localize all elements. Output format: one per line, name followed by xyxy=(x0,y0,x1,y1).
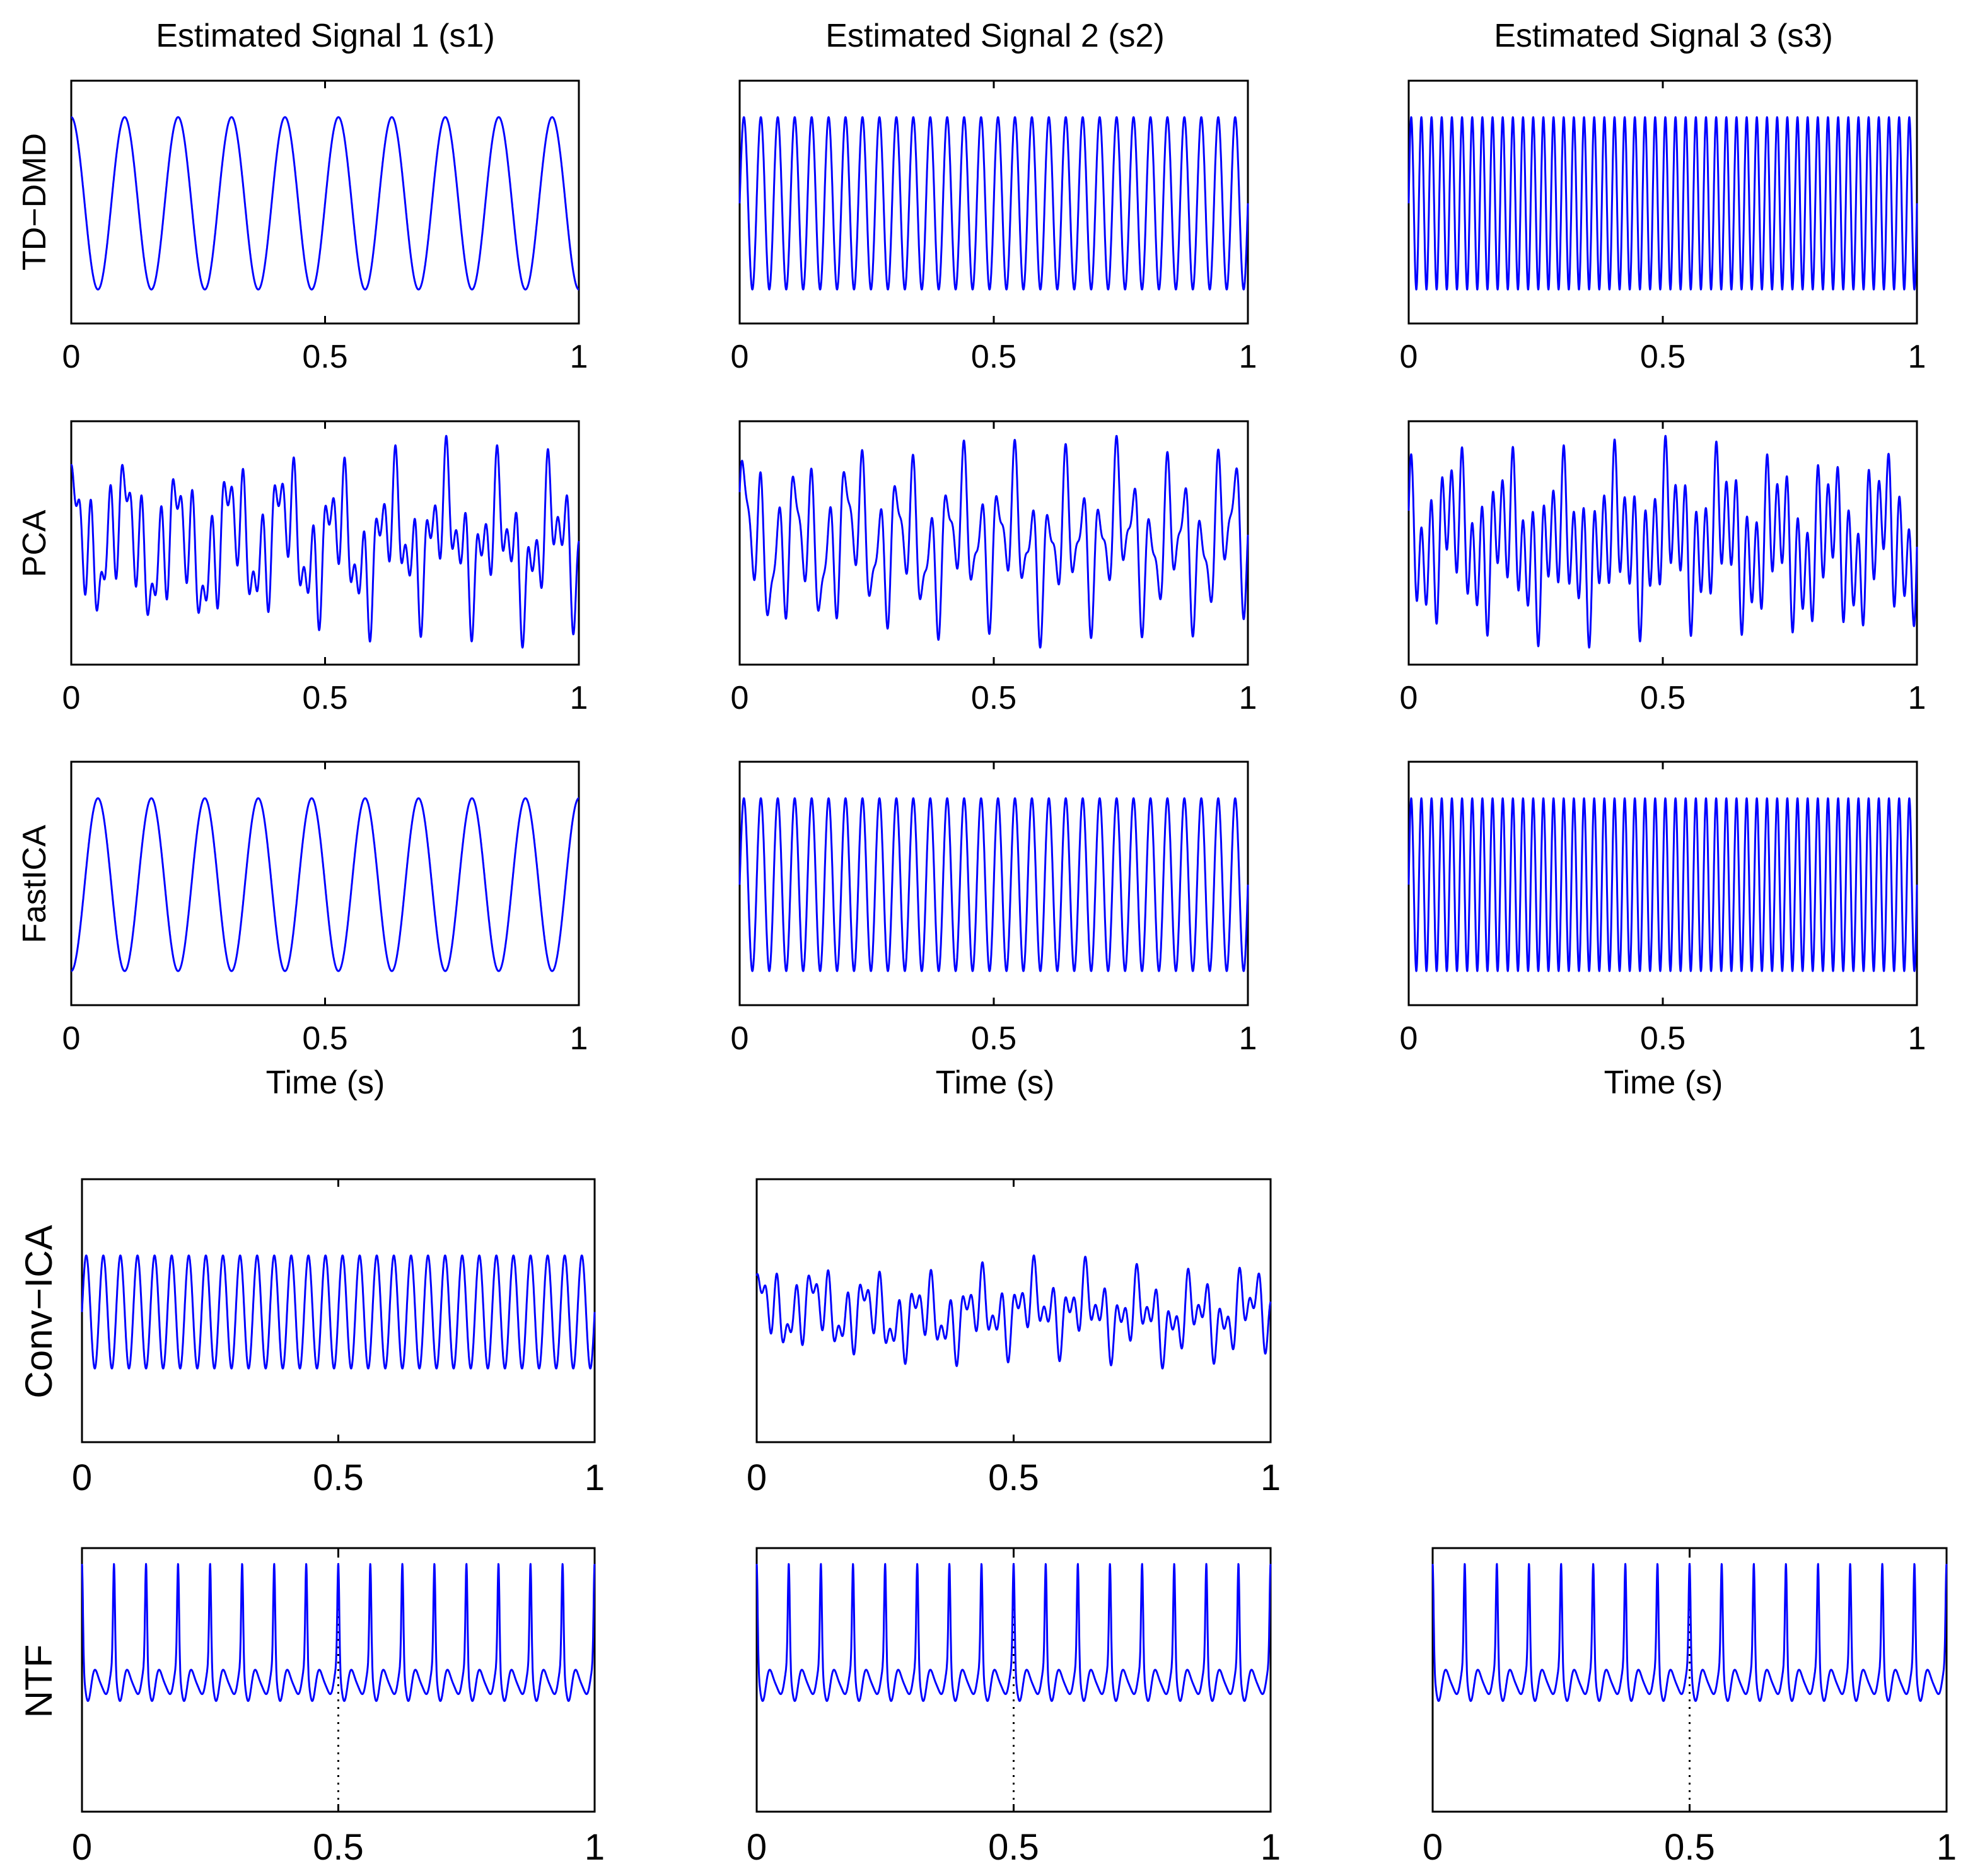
x-tick-label: 0.5 xyxy=(302,1020,347,1057)
x-tick-label: 0 xyxy=(1400,1020,1418,1057)
panel-1: 0 0.5 1 xyxy=(62,79,588,375)
x-tick-label: 0.5 xyxy=(971,680,1016,716)
panel-12: 0 0.5 1 xyxy=(72,1547,605,1868)
x-tick-label: 1 xyxy=(570,339,588,375)
x-tick-label: 0.5 xyxy=(971,1020,1016,1057)
row-label-ntf: NTF xyxy=(18,1645,60,1718)
x-tick-label: 0.5 xyxy=(1640,680,1686,716)
x-tick-label: 1 xyxy=(1936,1827,1957,1868)
x-tick-label: 1 xyxy=(585,1827,605,1868)
x-tick-label: 0 xyxy=(731,680,749,716)
x-axis-label-s3: Time (s) xyxy=(1604,1064,1723,1101)
row-label-conv-ica: Conv−ICA xyxy=(18,1225,60,1398)
x-tick-label: 1 xyxy=(1239,1020,1257,1057)
signal-line xyxy=(70,434,580,649)
x-tick-label: 0 xyxy=(72,1827,92,1868)
x-tick-label: 1 xyxy=(570,1020,588,1057)
column-title-s2: Estimated Signal 2 (s2) xyxy=(825,18,1165,54)
signal-line xyxy=(1407,797,1918,972)
panel-11: 0 0.5 1 xyxy=(747,1178,1281,1498)
x-tick-label: 1 xyxy=(1908,1020,1926,1057)
x-tick-label: 0 xyxy=(1400,339,1418,375)
column-title-s3: Estimated Signal 3 (s3) xyxy=(1494,18,1833,54)
panel-14: 0 0.5 1 xyxy=(1423,1547,1957,1868)
x-tick-label: 0 xyxy=(62,1020,81,1057)
x-tick-label: 1 xyxy=(1261,1457,1281,1498)
x-tick-label: 0.5 xyxy=(302,680,347,716)
panel-3: 0 0.5 1 xyxy=(1400,79,1926,375)
x-tick-label: 0.5 xyxy=(971,339,1016,375)
panel-9: 0 0.5 1 xyxy=(1400,760,1926,1057)
panel-4: 0 0.5 1 xyxy=(62,420,588,716)
x-tick-label: 0 xyxy=(747,1457,767,1498)
x-tick-label: 0.5 xyxy=(1640,1020,1686,1057)
x-tick-label: 0 xyxy=(731,1020,749,1057)
x-tick-label: 0 xyxy=(731,339,749,375)
x-axis-label-s2: Time (s) xyxy=(936,1064,1055,1101)
x-tick-label: 0.5 xyxy=(988,1457,1039,1498)
signal-line xyxy=(81,1254,596,1370)
signal-line xyxy=(1407,116,1918,291)
x-tick-label: 1 xyxy=(1239,680,1257,716)
signal-line xyxy=(70,797,580,972)
x-axis-label-s1: Time (s) xyxy=(266,1064,385,1101)
x-tick-label: 0 xyxy=(1423,1827,1443,1868)
panel-7: 0 0.5 1 xyxy=(62,760,588,1057)
panel-5: 0 0.5 1 xyxy=(731,420,1257,716)
signal-line xyxy=(738,434,1249,649)
signal-line xyxy=(1407,434,1918,649)
x-tick-label: 0.5 xyxy=(1664,1827,1715,1868)
x-tick-label: 0.5 xyxy=(302,339,347,375)
x-tick-label: 0 xyxy=(747,1827,767,1868)
signal-line xyxy=(738,116,1249,291)
signal-line xyxy=(738,797,1249,972)
x-tick-label: 0.5 xyxy=(313,1827,364,1868)
row-label-pca: PCA xyxy=(16,510,53,577)
x-tick-label: 1 xyxy=(1239,339,1257,375)
x-tick-label: 0 xyxy=(62,339,81,375)
x-tick-label: 0 xyxy=(1400,680,1418,716)
signal-line xyxy=(755,1563,1272,1702)
x-tick-label: 1 xyxy=(1261,1827,1281,1868)
signal-line xyxy=(81,1563,596,1702)
panels: 0 0.5 1 0 0.5 1 0 0.5 10 0.5 1 0 0.5 1 0 0.5 10 0.5 1 0 0.5 1… xyxy=(62,79,1957,1868)
x-tick-label: 0 xyxy=(72,1457,92,1498)
x-tick-label: 0.5 xyxy=(1640,339,1686,375)
signal-line xyxy=(755,1254,1272,1370)
signal-line xyxy=(1431,1563,1948,1702)
column-title-s1: Estimated Signal 1 (s1) xyxy=(156,18,495,54)
x-tick-label: 0.5 xyxy=(988,1827,1039,1868)
panel-8: 0 0.5 1 xyxy=(731,760,1257,1057)
panel-13: 0 0.5 1 xyxy=(747,1547,1281,1868)
row-label-fastica: FastICA xyxy=(16,825,53,943)
x-tick-label: 1 xyxy=(585,1457,605,1498)
x-tick-label: 0 xyxy=(62,680,81,716)
signal-line xyxy=(70,116,580,291)
x-tick-label: 1 xyxy=(1908,680,1926,716)
panel-10: 0 0.5 1 xyxy=(72,1178,605,1498)
x-tick-label: 0.5 xyxy=(313,1457,364,1498)
panel-2: 0 0.5 1 xyxy=(731,79,1257,375)
panel-6: 0 0.5 1 xyxy=(1400,420,1926,716)
row-label-td-dmd: TD−DMD xyxy=(16,133,53,271)
x-tick-label: 1 xyxy=(1908,339,1926,375)
x-tick-label: 1 xyxy=(570,680,588,716)
